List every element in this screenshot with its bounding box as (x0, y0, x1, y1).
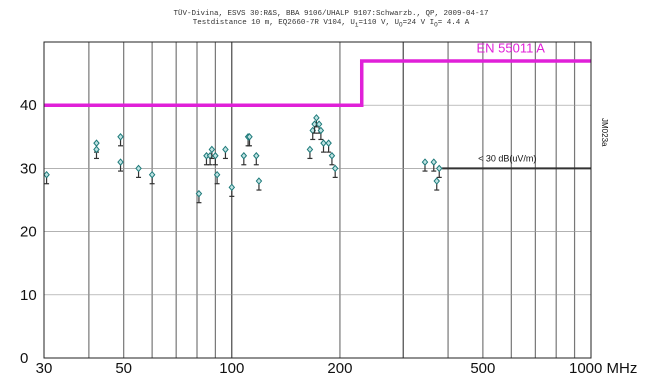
x-tick-label: 1000 MHz (569, 360, 637, 377)
header-line-2-part-a: Testdistance 10 m, EQ2660-7R V104, U (192, 19, 355, 27)
data-point (228, 183, 236, 197)
data-point (208, 145, 216, 160)
x-tick-label: 200 (327, 360, 352, 377)
data-point (253, 151, 260, 166)
data-point-marker (213, 170, 221, 179)
x-tick-label: 500 (470, 360, 495, 377)
data-point (435, 164, 443, 178)
data-point-marker (246, 133, 253, 141)
data-point-marker (117, 158, 124, 166)
header-line-2-sub-a: i (354, 21, 359, 29)
data-point (213, 170, 221, 185)
data-point-marker (240, 151, 248, 160)
data-point-marker (195, 189, 203, 198)
data-point-marker (433, 177, 441, 185)
y-tick-label: 40 (20, 97, 37, 114)
data-point-marker (228, 183, 236, 192)
data-point-marker (93, 145, 100, 154)
data-point-marker (255, 177, 263, 185)
data-point (212, 151, 219, 166)
data-point-marker (212, 151, 219, 160)
data-point (421, 158, 429, 172)
header-line-1-text: TÜV-Divina, ESVS 30:R&S, BBA 9106/UHALP … (173, 10, 489, 18)
data-point (433, 177, 441, 191)
data-point (328, 151, 336, 166)
data-point (93, 145, 100, 160)
data-point-marker (430, 158, 438, 166)
data-point (325, 139, 332, 153)
data-point-marker (135, 164, 142, 173)
chart-header-line-1: TÜV-Divina, ESVS 30:R&S, BBA 9106/UHALP … (0, 10, 662, 18)
header-line-2-part-b: =110 V, U (358, 19, 399, 27)
data-point (240, 151, 248, 166)
data-point-marker (306, 145, 314, 154)
data-points (43, 114, 443, 204)
reference-line-group: < 30 dB(uV/m) (442, 153, 591, 170)
data-point-marker (328, 151, 336, 160)
axis-labels: 0 10 20 30 40 30 50 100 200 500 1000 MHz JM023a (20, 97, 637, 377)
data-point-marker (117, 133, 124, 141)
header-line-2-sub-b: O (398, 21, 403, 29)
data-point (320, 139, 327, 153)
data-point (135, 164, 142, 178)
y-tick-label: 20 (20, 224, 37, 241)
data-point (117, 158, 124, 172)
data-point-marker (313, 114, 320, 122)
data-point (222, 145, 229, 160)
y-tick-label: 0 (20, 350, 28, 367)
side-label: JM023a (600, 118, 609, 147)
data-point-marker (208, 145, 216, 154)
data-point (148, 170, 156, 185)
data-point-marker (222, 145, 229, 154)
data-point (117, 133, 124, 147)
data-point (317, 126, 325, 141)
data-point-marker (320, 139, 327, 147)
data-point (43, 170, 50, 185)
y-tick-label: 30 (20, 160, 37, 177)
x-tick-label: 100 (219, 360, 244, 377)
data-point (331, 164, 339, 178)
data-point-marker (421, 158, 429, 166)
data-point (255, 177, 263, 191)
header-line-2-sub-c: O (434, 21, 438, 29)
grid (44, 42, 591, 358)
data-point-marker (331, 164, 339, 173)
limit-line-group: EN 55011 A (44, 41, 591, 107)
x-tick-label: 50 (115, 360, 132, 377)
plot-frame (43, 41, 592, 359)
data-point-marker (315, 120, 323, 128)
data-point-marker (148, 170, 156, 179)
limit-line-label: EN 55011 A (477, 41, 546, 56)
data-point (313, 114, 320, 128)
data-point (306, 145, 314, 160)
x-tick-label: 30 (36, 360, 53, 377)
data-point-marker (317, 126, 325, 135)
data-point-marker (43, 170, 50, 179)
data-point-marker (325, 139, 332, 147)
data-point-marker (253, 151, 260, 160)
chart-header-line-2: Testdistance 10 m, EQ2660-7R V104, Ui=11… (0, 19, 662, 29)
header-line-2-part-d: = 4.4 A (437, 19, 470, 27)
data-point (195, 189, 203, 204)
data-point-marker (93, 139, 100, 147)
data-point-marker (435, 164, 443, 173)
data-point (246, 133, 253, 147)
y-tick-label: 10 (20, 287, 37, 304)
reference-line-label: < 30 dB(uV/m) (478, 153, 536, 163)
header-line-2-part-c: =24 V I (402, 19, 435, 27)
data-point (430, 158, 438, 172)
limit-line (44, 59, 591, 107)
